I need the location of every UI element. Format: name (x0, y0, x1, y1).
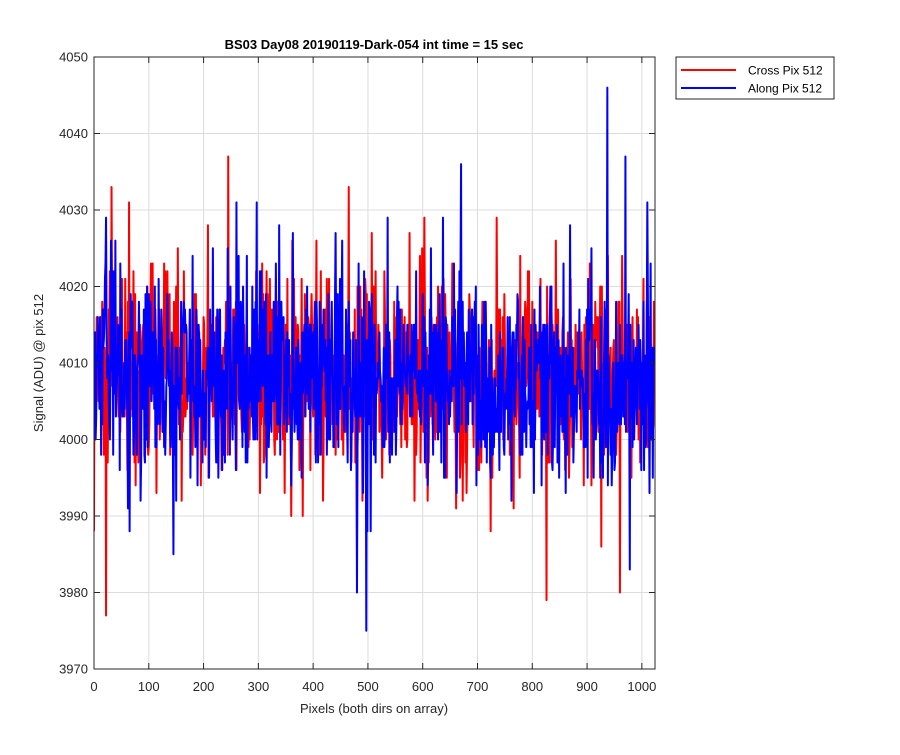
y-tick-label: 4020 (59, 279, 88, 294)
y-tick-label: 4010 (59, 356, 88, 371)
legend-label-cross: Cross Pix 512 (748, 64, 823, 78)
x-tick-label: 600 (412, 679, 434, 694)
x-tick-label: 400 (302, 679, 324, 694)
y-tick-label: 3970 (59, 662, 88, 677)
chart-title: BS03 Day08 20190119-Dark-054 int time = … (225, 37, 524, 52)
legend: Cross Pix 512 Along Pix 512 (675, 56, 835, 100)
x-tick-label: 1000 (627, 679, 656, 694)
x-tick-label: 800 (521, 679, 543, 694)
y-tick-label: 4030 (59, 203, 88, 218)
y-tick-label: 3990 (59, 509, 88, 524)
x-tick-label: 500 (357, 679, 379, 694)
axis-ticks (93, 56, 655, 670)
series-layer (94, 86, 655, 632)
x-tick-label: 300 (248, 679, 270, 694)
x-axis-label: Pixels (both dirs on array) (300, 701, 448, 716)
x-tick-label: 0 (90, 679, 97, 694)
y-tick-label: 4050 (59, 50, 88, 65)
series-line-along (94, 86, 655, 632)
x-tick-label: 700 (467, 679, 489, 694)
y-tick-label: 4040 (59, 126, 88, 141)
tick-labels: 0 100 200 300 400 500 600 700 800 900 1000 3970 3980… (59, 50, 656, 695)
x-tick-label: 100 (138, 679, 160, 694)
y-axis-label: Signal (ADU) @ pix 512 (31, 294, 46, 432)
legend-box (675, 56, 835, 100)
legend-label-along: Along Pix 512 (748, 82, 822, 96)
y-tick-label: 3980 (59, 585, 88, 600)
x-tick-label: 200 (193, 679, 215, 694)
x-tick-label: 900 (576, 679, 598, 694)
y-tick-label: 4000 (59, 432, 88, 447)
